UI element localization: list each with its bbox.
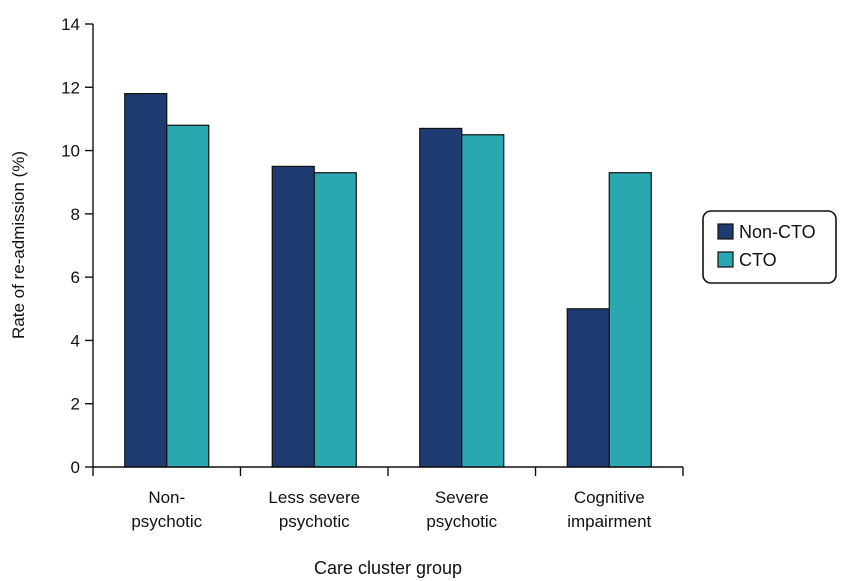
legend: Non-CTO CTO	[702, 210, 837, 284]
legend-box	[702, 210, 837, 284]
y-tick-label: 0	[71, 458, 80, 477]
y-tick-label: 12	[61, 78, 80, 97]
x-tick-label: Less severe psychotic	[268, 488, 360, 531]
bar-non-cto	[419, 127, 463, 468]
bar-cto	[461, 134, 505, 468]
y-tick-label: 4	[71, 331, 80, 350]
legend-swatch	[717, 223, 734, 240]
y-tick-label: 10	[61, 142, 80, 161]
y-tick-label: 6	[71, 268, 80, 287]
bar-cto	[166, 124, 210, 468]
y-tick-label: 8	[71, 205, 80, 224]
legend-label: CTO	[739, 250, 777, 270]
bar-non-cto	[124, 93, 168, 468]
legend-swatch	[717, 251, 734, 268]
bar-cto	[313, 172, 357, 468]
y-tick-label: 2	[71, 395, 80, 414]
y-tick-label: 14	[61, 15, 80, 34]
x-tick-label: Non-psychotic	[131, 488, 202, 531]
bar-non-cto	[566, 308, 610, 468]
plot-area	[124, 93, 652, 468]
x-axis: Non-psychotic Less severe psychotic Severe p…	[92, 466, 684, 531]
y-axis: 0 2 4 6 8 10 12 14	[61, 15, 94, 477]
bar-cto	[608, 172, 652, 468]
x-tick-label: Severe psychotic	[426, 488, 497, 531]
x-tick-label: Cognitive impairment	[567, 488, 651, 531]
legend-label: Non-CTO	[739, 222, 816, 242]
x-axis-label: Care cluster group	[314, 558, 462, 578]
y-axis-label: Rate of re-admission (%)	[9, 151, 28, 339]
bar-non-cto	[271, 165, 315, 468]
